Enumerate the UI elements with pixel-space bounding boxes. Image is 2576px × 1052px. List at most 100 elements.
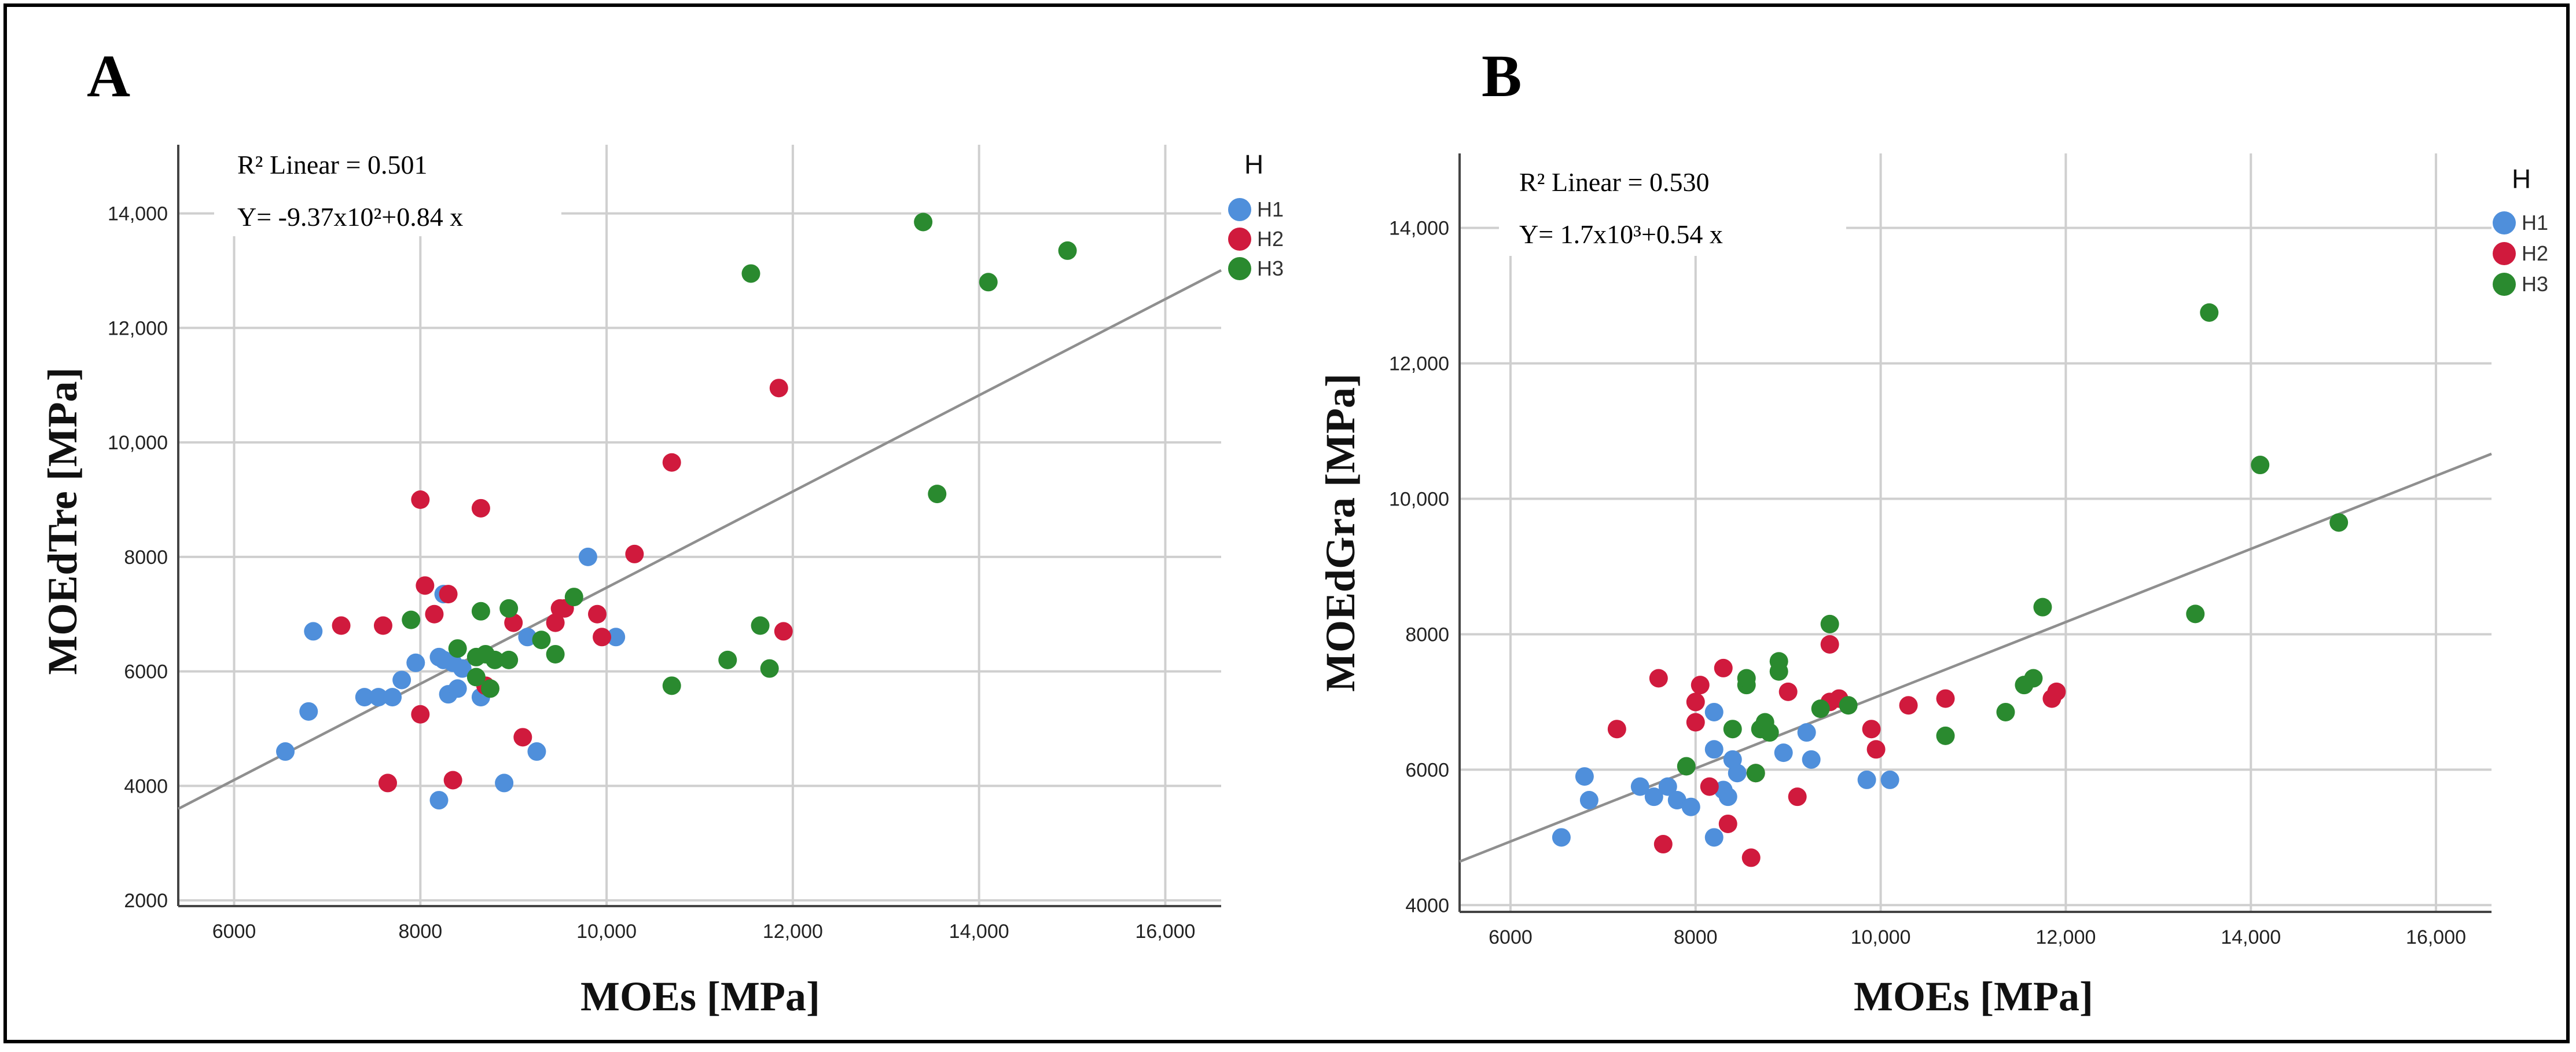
- panel-b-point-h1: [1728, 764, 1747, 783]
- panel-b-point-h2: [1718, 814, 1737, 833]
- panel-a-y-tick-label: 6000: [124, 661, 168, 683]
- panel-a-legend-label-h2: H2: [1257, 227, 1284, 251]
- panel-b-legend-marker-h2: [2493, 242, 2516, 265]
- panel-b-point-h3: [1936, 726, 1955, 745]
- panel-a-point-h1: [518, 628, 537, 647]
- panel-a-legend: H H1 H2 H3: [1228, 149, 1284, 280]
- panel-a-point-h1: [578, 547, 597, 566]
- panel-a-x-tick-label: 10,000: [576, 921, 637, 943]
- panel-b-point-h1: [1630, 777, 1649, 796]
- panel-b-legend-label-h2: H2: [2522, 241, 2548, 265]
- panel-b-y-tick-labels: 4000 6000 8000 10,000 12,000 14,000: [1389, 218, 1449, 917]
- panel-b-legend: H H1 H2 H3: [2493, 164, 2548, 296]
- panel-a-point-h1: [299, 702, 318, 721]
- panel-b-point-h2: [1686, 692, 1705, 712]
- panel-b-point-h2: [1700, 777, 1719, 796]
- panel-a-y-tick-label: 2000: [124, 890, 168, 912]
- panel-b-point-h3: [2200, 303, 2219, 322]
- panel-b-point-h3: [2251, 456, 2270, 475]
- panel-b-x-tick-label: 8000: [1674, 926, 1718, 948]
- panel-a-point-h2: [769, 379, 788, 398]
- panel-b-point-h2: [1714, 658, 1733, 677]
- panel-a-point-h1: [383, 688, 402, 707]
- panel-b-y-tick-label: 6000: [1405, 759, 1449, 781]
- panel-a-point-h2: [416, 576, 435, 595]
- panel-b-point-h3: [1769, 662, 1788, 681]
- panel-b-point-h3: [1811, 699, 1830, 719]
- panel-b-point-h3: [2024, 669, 2043, 688]
- panel-b-x-tick-labels: 6000 8000 10,000 12,000 14,000 16,000: [1489, 926, 2466, 948]
- panel-b-point-h1: [1552, 828, 1571, 847]
- panel-b-point-h2: [1820, 635, 1839, 654]
- panel-a-point-h3: [466, 668, 486, 687]
- panel-a-point-h1: [448, 679, 467, 698]
- panel-a-y-axis-title: MOEdTre [MPa]: [39, 367, 86, 675]
- panel-a-annotation-box: [214, 144, 561, 236]
- panel-a-legend-marker-h2: [1228, 228, 1251, 251]
- panel-a-y-tick-label: 8000: [124, 547, 168, 569]
- panel-a-x-tick-label: 8000: [399, 921, 443, 943]
- panel-b-point-h2: [1649, 669, 1668, 688]
- panel-b-point-h2: [1899, 696, 1918, 715]
- panel-a-point-h1: [527, 742, 546, 761]
- panel-b-grid: [1460, 153, 2492, 912]
- panel-b-letter: B: [1482, 43, 1522, 109]
- panel-a-point-h3: [760, 659, 779, 678]
- panel-a-legend-title: H: [1244, 149, 1263, 179]
- panel-b-point-h1: [1575, 767, 1594, 786]
- panel-b-point-h3: [1746, 764, 1765, 783]
- panel-a-letter: A: [87, 43, 130, 109]
- panel-b-point-h2: [1691, 676, 1710, 695]
- panel-a-legend-marker-h3: [1228, 257, 1251, 280]
- panel-a-point-h3: [480, 679, 499, 698]
- panel-a-y-tick-label: 14,000: [108, 203, 168, 225]
- panel-b-x-axis-title: MOEs [MPa]: [1854, 973, 2093, 1020]
- panel-b-point-h3: [1839, 696, 1858, 715]
- panel-b-annotation-box: [1499, 152, 1846, 256]
- panel-b-point-h3: [1760, 723, 1779, 742]
- panel-b-point-h2: [1741, 848, 1761, 867]
- panel-b-point-h2: [1607, 720, 1626, 739]
- panel-a-point-h3: [662, 676, 681, 695]
- panel-a-point-h1: [495, 774, 514, 793]
- panel-b-point-h1: [1704, 740, 1724, 759]
- panel-b-point-h1: [1658, 777, 1677, 796]
- panel-a-point-h2: [411, 490, 430, 509]
- panel-a-point-h1: [355, 688, 374, 707]
- panel-a-point-h2: [546, 613, 565, 632]
- panel-a-point-h3: [741, 264, 760, 283]
- panel-b-point-h2: [1788, 787, 1807, 807]
- panel-a-point-h2: [373, 616, 392, 635]
- panel-a-y-tick-labels: 2000 4000 6000 8000 10,000 12,000 14,000: [108, 203, 168, 912]
- panel-b-point-h1: [1802, 750, 1821, 769]
- panel-a-point-h2: [471, 498, 490, 518]
- panel-b-point-h3: [2033, 598, 2052, 617]
- panel-a-point-h2: [513, 728, 532, 747]
- panel-a-point-h3: [448, 639, 467, 658]
- panel-a-point-h3: [564, 588, 583, 607]
- panel-a-equation-text: Y= -9.37x10²+0.84 x: [237, 202, 463, 232]
- panel-b-y-tick-label: 12,000: [1389, 353, 1449, 375]
- panel-b-point-h2: [1653, 835, 1673, 854]
- panel-b-y-tick-label: 10,000: [1389, 489, 1449, 511]
- panel-a-point-h3: [532, 631, 551, 650]
- panel-a-fit-line: [177, 269, 1222, 811]
- panel-a-point-h2: [411, 705, 430, 724]
- panel-b-x-tick-label: 16,000: [2406, 926, 2466, 948]
- panel-b: B 6000 8000 10,000 12,000 14,000 16,000 4000 6…: [1317, 43, 2548, 1020]
- panel-b-point-h2: [1866, 740, 1886, 759]
- panel-a-point-h1: [369, 688, 388, 707]
- panel-b-point-h2: [1686, 713, 1705, 732]
- panel-a-point-h1: [429, 791, 449, 810]
- panel-b-point-h3: [2329, 513, 2349, 532]
- panel-b-point-h1: [1718, 787, 1737, 807]
- panel-a-point-h2: [625, 544, 644, 563]
- panel-b-points: [1552, 303, 2349, 867]
- panel-b-point-h3: [1737, 669, 1756, 688]
- panel-a-x-tick-labels: 6000 8000 10,000 12,000 14,000 16,000: [212, 921, 1196, 943]
- panel-a-x-tick-label: 14,000: [949, 921, 1009, 943]
- panel-b-legend-label-h1: H1: [2522, 211, 2548, 234]
- panel-a-point-h2: [332, 616, 351, 635]
- panel-a-point-h3: [718, 650, 737, 669]
